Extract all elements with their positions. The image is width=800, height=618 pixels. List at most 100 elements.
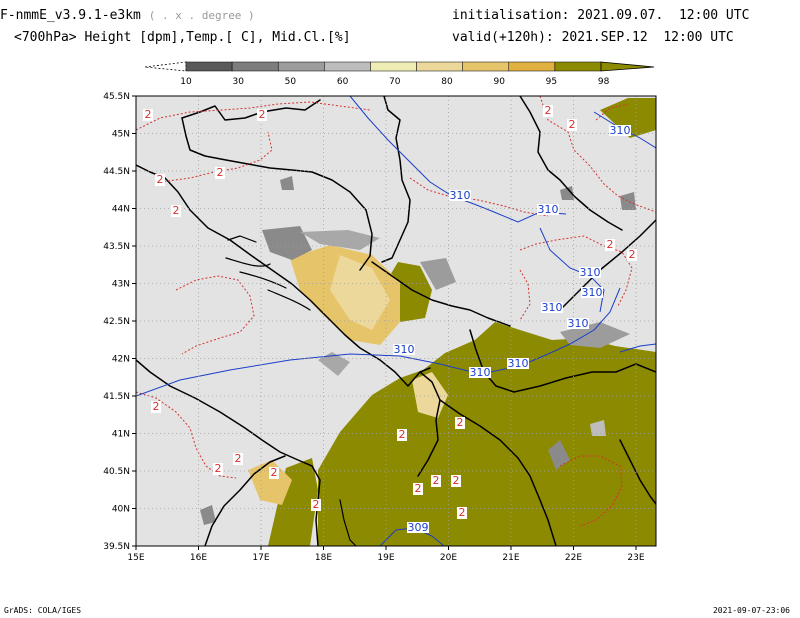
- temperature-contour-label: 2: [259, 108, 266, 121]
- longitude-label: 19E: [377, 553, 394, 563]
- longitude-label: 17E: [252, 553, 269, 563]
- footer-grads-credit: GrADS: COLA/IGES: [4, 606, 82, 615]
- temperature-contour-label: 2: [157, 173, 164, 186]
- temperature-contour-label: 2: [173, 204, 180, 217]
- height-contour-label: 310: [568, 317, 589, 330]
- units-note: ( . x . degree ): [148, 9, 255, 22]
- border-montenegro-serbia: [371, 261, 511, 327]
- colorbar-label: 80: [441, 77, 453, 87]
- italy-east-coast: [136, 359, 321, 546]
- italy-south-coast: [204, 455, 286, 546]
- latitude-label: 40N: [112, 505, 130, 515]
- island-cres: [227, 235, 257, 243]
- temperature-contour-label: 2: [607, 238, 614, 251]
- model-name: F-nmmE_v3.9.1-e3km: [0, 8, 141, 23]
- border-slovenia-croatia: [181, 99, 321, 121]
- latitude-label: 43N: [112, 280, 130, 290]
- height-contour-label: 310: [508, 357, 529, 370]
- colorbar-swatch: [554, 61, 602, 72]
- longitude-label: 16E: [190, 553, 207, 563]
- border-croatia-bosnia: [181, 117, 373, 271]
- temperature-contour-label: 2: [313, 498, 320, 511]
- island-brac: [239, 271, 287, 289]
- colorbar-label: 70: [389, 77, 401, 87]
- colorbar-label: 90: [493, 77, 505, 87]
- longitude-label: 21E: [502, 553, 519, 563]
- colorbar-swatch: [324, 61, 371, 72]
- height-contour-label: 310: [538, 203, 559, 216]
- temperature-contour-label: 2: [453, 474, 460, 487]
- latitude-label: 39.5N: [103, 542, 130, 552]
- temperature-contour-label: 2: [399, 428, 406, 441]
- height-contour-label: 310: [470, 366, 491, 379]
- latitude-label: 40.5N: [103, 467, 130, 477]
- height-contour-label: 310: [582, 286, 603, 299]
- temperature-contour-label: 2: [153, 400, 160, 413]
- map-subtitle: <700hPa> Height [dpm],Temp.[ C], Mid.Cl.…: [14, 30, 351, 45]
- colorbar-swatch: [416, 61, 463, 72]
- temperature-contours: [136, 96, 656, 527]
- colorbar-high-cap: [600, 61, 655, 72]
- longitude-label: 23E: [627, 553, 644, 563]
- latitude-label: 45N: [112, 130, 130, 140]
- height-contour-labels: 310 310 310 310 310 310 310 310 310 310 309: [393, 124, 631, 534]
- latitude-label: 41N: [112, 430, 130, 440]
- colorbar-label: 10: [180, 77, 192, 87]
- longitude-label: 20E: [440, 553, 457, 563]
- temperature-contour-label: 2: [217, 166, 224, 179]
- colorbar-swatch: [370, 61, 417, 72]
- latitude-label: 42.5N: [103, 317, 130, 327]
- colorbar-label: 60: [337, 77, 349, 87]
- height-contour-label: 310: [542, 301, 563, 314]
- colorbar-label: 98: [598, 77, 610, 87]
- latitude-label: 43.5N: [103, 242, 130, 252]
- border-greece: [439, 399, 557, 546]
- border-bulgaria-serbia: [559, 219, 656, 311]
- longitude-label: 22E: [565, 553, 582, 563]
- initialisation-time: initialisation: 2021.09.07. 12:00 UTC: [452, 8, 750, 23]
- longitude-label: 18E: [315, 553, 332, 563]
- temperature-contour-label: 2: [271, 466, 278, 479]
- colorbar-swatch: [231, 61, 279, 72]
- border-serbia-romania: [519, 96, 623, 231]
- latitude-label: 41.5N: [103, 392, 130, 402]
- temperature-contour-label: 2: [215, 462, 222, 475]
- temperature-contour-label: 2: [433, 474, 440, 487]
- island-krk: [225, 257, 271, 267]
- height-contour-label: 310: [580, 266, 601, 279]
- adriatic-east-coast: [136, 164, 431, 387]
- temperature-contour-label: 2: [569, 118, 576, 131]
- height-contour-label: 309: [408, 521, 429, 534]
- border-greece-turkey: [619, 439, 656, 505]
- coast-albania-south: [339, 499, 357, 546]
- colorbar: 10 30 50 60 70 80 90 95 98: [144, 61, 655, 87]
- height-contour-label: 310: [610, 124, 631, 137]
- temperature-contour-label: 2: [457, 416, 464, 429]
- valid-time: valid(+120h): 2021.SEP.12 12:00 UTC: [452, 30, 734, 45]
- temperature-contour-label: 2: [145, 108, 152, 121]
- temperature-contour-label: 2: [629, 248, 636, 261]
- colorbar-swatch: [462, 61, 510, 72]
- colorbar-swatch: [508, 61, 556, 72]
- colorbar-label: 50: [285, 77, 297, 87]
- latitude-label: 44.5N: [103, 167, 130, 177]
- colorbar-low-cap: [144, 61, 187, 72]
- temperature-contour-label: 2: [459, 506, 466, 519]
- colorbar-swatch: [277, 61, 325, 72]
- temperature-contour-label: 2: [415, 482, 422, 495]
- footer-timestamp: 2021-09-07-23:06: [712, 606, 790, 615]
- temperature-contour-label: 2: [235, 452, 242, 465]
- border-serbia-bosnia: [381, 96, 411, 263]
- border-albania: [417, 371, 441, 477]
- height-contour-label: 310: [394, 343, 415, 356]
- colorbar-swatch: [185, 61, 233, 72]
- colorbar-label: 95: [546, 77, 557, 87]
- longitude-label: 15E: [127, 553, 144, 563]
- height-contour-label: 310: [450, 189, 471, 202]
- latitude-label: 42N: [112, 355, 130, 365]
- island-hvar: [267, 289, 311, 311]
- latitude-label: 45.5N: [103, 92, 130, 102]
